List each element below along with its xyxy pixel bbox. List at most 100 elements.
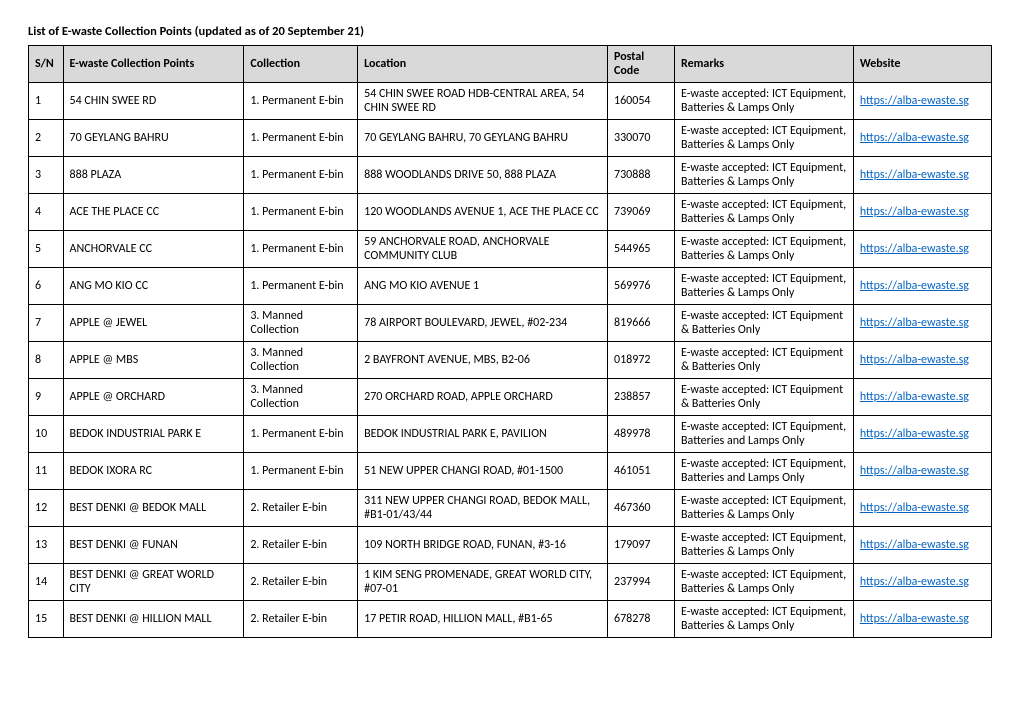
cell-remarks: E-waste accepted: ICT Equipment, Batteri… xyxy=(675,194,854,231)
col-remarks: Remarks xyxy=(675,46,854,83)
col-sn: S/N xyxy=(29,46,64,83)
cell-name: APPLE @ MBS xyxy=(63,342,244,379)
cell-name: ANCHORVALE CC xyxy=(63,231,244,268)
cell-name: BEST DENKI @ HILLION MALL xyxy=(63,601,244,638)
cell-remarks: E-waste accepted: ICT Equipment, Batteri… xyxy=(675,527,854,564)
cell-location: 54 CHIN SWEE ROAD HDB-CENTRAL AREA, 54 C… xyxy=(358,83,608,120)
cell-postal: 461051 xyxy=(608,453,675,490)
cell-remarks: E-waste accepted: ICT Equipment, Batteri… xyxy=(675,268,854,305)
cell-postal: 330070 xyxy=(608,120,675,157)
cell-sn: 15 xyxy=(29,601,64,638)
cell-sn: 5 xyxy=(29,231,64,268)
cell-location: BEDOK INDUSTRIAL PARK E, PAVILION xyxy=(358,416,608,453)
cell-collection: 2. Retailer E-bin xyxy=(244,601,358,638)
table-row: 8APPLE @ MBS3. Manned Collection2 BAYFRO… xyxy=(29,342,992,379)
cell-collection: 3. Manned Collection xyxy=(244,342,358,379)
cell-sn: 12 xyxy=(29,490,64,527)
website-link[interactable]: https://alba-ewaste.sg xyxy=(860,279,969,293)
website-link[interactable]: https://alba-ewaste.sg xyxy=(860,353,969,367)
website-link[interactable]: https://alba-ewaste.sg xyxy=(860,94,969,108)
cell-collection: 2. Retailer E-bin xyxy=(244,527,358,564)
cell-remarks: E-waste accepted: ICT Equipment & Batter… xyxy=(675,379,854,416)
cell-remarks: E-waste accepted: ICT Equipment, Batteri… xyxy=(675,416,854,453)
cell-remarks: E-waste accepted: ICT Equipment, Batteri… xyxy=(675,83,854,120)
website-link[interactable]: https://alba-ewaste.sg xyxy=(860,612,969,626)
table-row: 4ACE THE PLACE CC1. Permanent E-bin120 W… xyxy=(29,194,992,231)
cell-sn: 3 xyxy=(29,157,64,194)
cell-name: 888 PLAZA xyxy=(63,157,244,194)
cell-postal: 678278 xyxy=(608,601,675,638)
ewaste-table: S/N E-waste Collection Points Collection… xyxy=(28,45,992,638)
cell-website: https://alba-ewaste.sg xyxy=(853,157,991,194)
cell-location: 51 NEW UPPER CHANGI ROAD, #01-1500 xyxy=(358,453,608,490)
cell-sn: 2 xyxy=(29,120,64,157)
cell-collection: 1. Permanent E-bin xyxy=(244,268,358,305)
website-link[interactable]: https://alba-ewaste.sg xyxy=(860,538,969,552)
website-link[interactable]: https://alba-ewaste.sg xyxy=(860,316,969,330)
website-link[interactable]: https://alba-ewaste.sg xyxy=(860,501,969,515)
cell-remarks: E-waste accepted: ICT Equipment, Batteri… xyxy=(675,120,854,157)
table-row: 270 GEYLANG BAHRU1. Permanent E-bin70 GE… xyxy=(29,120,992,157)
cell-name: BEST DENKI @ GREAT WORLD CITY xyxy=(63,564,244,601)
website-link[interactable]: https://alba-ewaste.sg xyxy=(860,205,969,219)
cell-postal: 018972 xyxy=(608,342,675,379)
col-website: Website xyxy=(853,46,991,83)
cell-name: APPLE @ JEWEL xyxy=(63,305,244,342)
cell-sn: 10 xyxy=(29,416,64,453)
cell-postal: 467360 xyxy=(608,490,675,527)
cell-location: 17 PETIR ROAD, HILLION MALL, #B1-65 xyxy=(358,601,608,638)
table-row: 7APPLE @ JEWEL3. Manned Collection78 AIR… xyxy=(29,305,992,342)
cell-sn: 14 xyxy=(29,564,64,601)
cell-name: 54 CHIN SWEE RD xyxy=(63,83,244,120)
website-link[interactable]: https://alba-ewaste.sg xyxy=(860,242,969,256)
cell-website: https://alba-ewaste.sg xyxy=(853,194,991,231)
website-link[interactable]: https://alba-ewaste.sg xyxy=(860,131,969,145)
website-link[interactable]: https://alba-ewaste.sg xyxy=(860,168,969,182)
table-row: 11BEDOK IXORA RC1. Permanent E-bin51 NEW… xyxy=(29,453,992,490)
cell-website: https://alba-ewaste.sg xyxy=(853,342,991,379)
table-row: 9APPLE @ ORCHARD3. Manned Collection270 … xyxy=(29,379,992,416)
cell-postal: 819666 xyxy=(608,305,675,342)
cell-location: 78 AIRPORT BOULEVARD, JEWEL, #02-234 xyxy=(358,305,608,342)
cell-location: 109 NORTH BRIDGE ROAD, FUNAN, #3-16 xyxy=(358,527,608,564)
cell-location: 270 ORCHARD ROAD, APPLE ORCHARD xyxy=(358,379,608,416)
cell-collection: 1. Permanent E-bin xyxy=(244,416,358,453)
table-row: 15BEST DENKI @ HILLION MALL2. Retailer E… xyxy=(29,601,992,638)
cell-location: 70 GEYLANG BAHRU, 70 GEYLANG BAHRU xyxy=(358,120,608,157)
website-link[interactable]: https://alba-ewaste.sg xyxy=(860,575,969,589)
cell-postal: 160054 xyxy=(608,83,675,120)
cell-sn: 1 xyxy=(29,83,64,120)
cell-website: https://alba-ewaste.sg xyxy=(853,379,991,416)
cell-website: https://alba-ewaste.sg xyxy=(853,601,991,638)
cell-collection: 2. Retailer E-bin xyxy=(244,490,358,527)
cell-collection: 1. Permanent E-bin xyxy=(244,120,358,157)
cell-website: https://alba-ewaste.sg xyxy=(853,453,991,490)
cell-name: BEDOK IXORA RC xyxy=(63,453,244,490)
table-header-row: S/N E-waste Collection Points Collection… xyxy=(29,46,992,83)
cell-name: ACE THE PLACE CC xyxy=(63,194,244,231)
cell-sn: 4 xyxy=(29,194,64,231)
cell-website: https://alba-ewaste.sg xyxy=(853,305,991,342)
cell-collection: 3. Manned Collection xyxy=(244,305,358,342)
page-title: List of E-waste Collection Points (updat… xyxy=(28,24,992,39)
col-postal: Postal Code xyxy=(608,46,675,83)
website-link[interactable]: https://alba-ewaste.sg xyxy=(860,390,969,404)
cell-sn: 9 xyxy=(29,379,64,416)
table-row: 13BEST DENKI @ FUNAN2. Retailer E-bin109… xyxy=(29,527,992,564)
cell-collection: 1. Permanent E-bin xyxy=(244,453,358,490)
cell-location: 2 BAYFRONT AVENUE, MBS, B2-06 xyxy=(358,342,608,379)
cell-name: BEDOK INDUSTRIAL PARK E xyxy=(63,416,244,453)
cell-website: https://alba-ewaste.sg xyxy=(853,268,991,305)
cell-remarks: E-waste accepted: ICT Equipment, Batteri… xyxy=(675,601,854,638)
cell-sn: 13 xyxy=(29,527,64,564)
table-row: 10BEDOK INDUSTRIAL PARK E1. Permanent E-… xyxy=(29,416,992,453)
cell-remarks: E-waste accepted: ICT Equipment, Batteri… xyxy=(675,231,854,268)
cell-location: 120 WOODLANDS AVENUE 1, ACE THE PLACE CC xyxy=(358,194,608,231)
website-link[interactable]: https://alba-ewaste.sg xyxy=(860,464,969,478)
cell-sn: 11 xyxy=(29,453,64,490)
cell-name: BEST DENKI @ FUNAN xyxy=(63,527,244,564)
website-link[interactable]: https://alba-ewaste.sg xyxy=(860,427,969,441)
col-location: Location xyxy=(358,46,608,83)
table-row: 6ANG MO KIO CC1. Permanent E-binANG MO K… xyxy=(29,268,992,305)
cell-website: https://alba-ewaste.sg xyxy=(853,564,991,601)
